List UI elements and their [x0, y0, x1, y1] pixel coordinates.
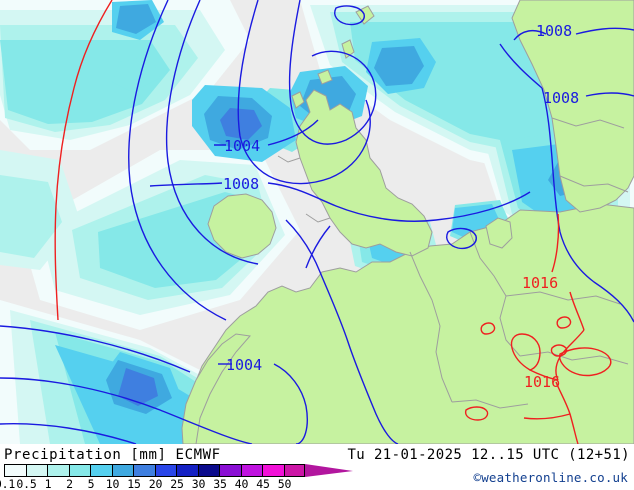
colorbar-tick: 5	[87, 477, 95, 490]
colorbar-cell	[4, 464, 26, 477]
colorbar-swatches	[4, 464, 305, 477]
colorbar-cell	[90, 464, 112, 477]
land-iberia	[181, 333, 251, 444]
colorbar-cell	[262, 464, 284, 477]
colorbar-tick: 25	[170, 477, 184, 490]
colorbar-cell	[111, 464, 133, 477]
land-scandinavia	[511, 0, 634, 213]
isobar-label: 1016	[524, 373, 560, 391]
colorbar-tick: 2	[66, 477, 73, 490]
isobar-label: 1004	[224, 137, 260, 155]
colorbar-cell	[47, 464, 69, 477]
map-canvas: 1008 1004 1008 1008 1004 1016 1016	[0, 0, 634, 444]
colorbar-cell	[240, 464, 262, 477]
colorbar-tick: 0.5	[16, 477, 37, 490]
country-borders-layer	[277, 117, 629, 409]
colorbar-cell	[154, 464, 176, 477]
copyright-notice: ©weatheronline.co.uk	[473, 470, 628, 485]
land-continental-europe	[185, 203, 634, 444]
colorbar-tick: 0.1	[0, 477, 16, 490]
isobar-label: 1008	[223, 175, 259, 193]
map-datetime: Tu 21-01-2025 12..15 UTC (12+51)	[347, 447, 630, 463]
colorbar-cell	[283, 464, 305, 477]
land-orkney	[317, 69, 333, 85]
colorbar-cell	[133, 464, 155, 477]
map-title: Precipitation [mm] ECMWF	[4, 447, 221, 463]
colorbar-tick: 50	[277, 477, 292, 490]
colorbar-tick: 20	[148, 477, 163, 490]
colorbar-overflow-arrow	[305, 464, 353, 477]
colorbar-cell	[68, 464, 90, 477]
map-footer: Precipitation [mm] ECMWF Tu 21-01-2025 1…	[0, 444, 634, 490]
colorbar-tick: 1	[44, 477, 52, 490]
land-denmark	[485, 217, 513, 249]
colorbar-tick: 30	[191, 477, 206, 490]
isobar-label: 1016	[522, 274, 558, 292]
colorbar-cell	[176, 464, 198, 477]
precipitation-map[interactable]: 1008 1004 1008 1008 1004 1016 1016	[0, 0, 634, 444]
colorbar-cell	[219, 464, 241, 477]
colorbar-tick: 35	[213, 477, 227, 490]
isobars-low-layer	[0, 0, 634, 444]
isobars-high-layer	[54, 0, 612, 444]
colorbar-tick: 15	[127, 477, 141, 490]
colorbar-cell	[25, 464, 47, 477]
colorbar-tick: 10	[105, 477, 120, 490]
land-great-britain	[295, 89, 433, 257]
colorbar-cell	[197, 464, 219, 477]
isobar-label: 1004	[226, 356, 262, 374]
isobar-label: 1008	[543, 89, 579, 107]
isobar-label: 1008	[536, 22, 572, 40]
isobar-labels-layer: 1008 1004 1008 1008 1004 1016 1016	[223, 22, 579, 391]
land-ireland	[207, 193, 277, 259]
colorbar-tick: 45	[256, 477, 270, 490]
land-hebrides	[291, 91, 305, 109]
colorbar-tick: 40	[234, 477, 249, 490]
land-layer	[181, 0, 634, 444]
